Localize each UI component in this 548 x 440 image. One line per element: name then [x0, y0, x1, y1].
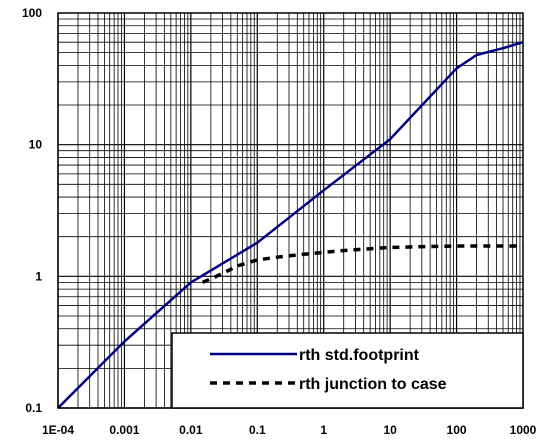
x-tick-label: 1E-04 — [42, 423, 74, 437]
legend-label-rth-std-footprint: rth std.footprint — [299, 347, 420, 364]
y-tick-label: 1 — [35, 269, 42, 283]
x-tick-label: 0.001 — [109, 423, 139, 437]
x-tick-label: 0.1 — [249, 423, 266, 437]
x-tick-label: 1000 — [510, 423, 537, 437]
x-tick-label: 1 — [320, 423, 327, 437]
y-tick-label: 10 — [29, 138, 43, 152]
y-tick-label: 100 — [22, 6, 42, 20]
legend-box — [172, 333, 523, 408]
x-tick-label: 10 — [383, 423, 397, 437]
x-tick-label: 0.01 — [179, 423, 203, 437]
y-tick-label: 0.1 — [25, 401, 42, 415]
legend: rth std.footprint rth junction to case — [172, 333, 523, 408]
x-tick-label: 100 — [447, 423, 467, 437]
legend-label-rth-junction-to-case: rth junction to case — [299, 376, 447, 393]
